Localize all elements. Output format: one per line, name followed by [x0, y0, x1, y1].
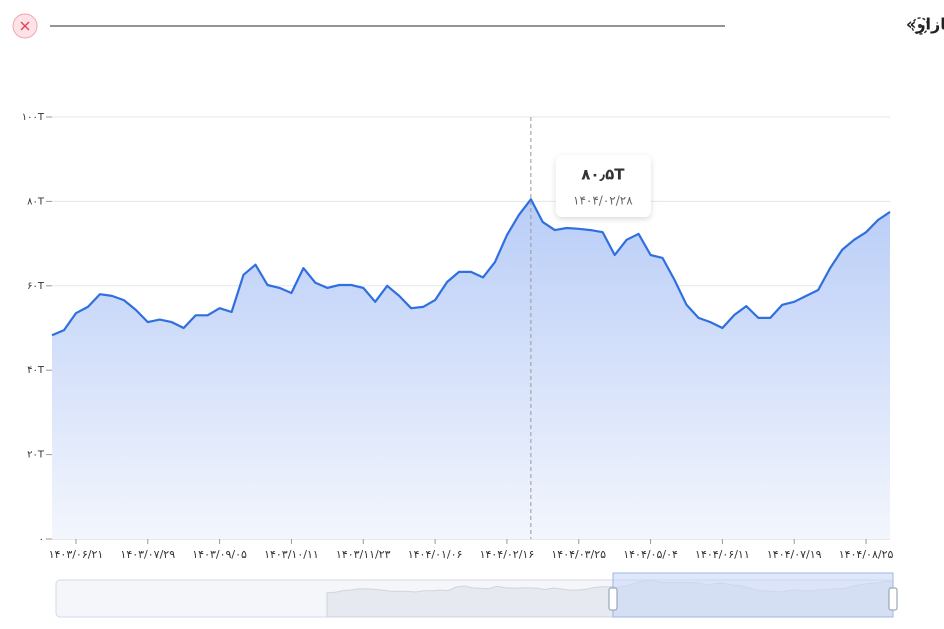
tooltip-box [555, 155, 651, 217]
x-tick-label: ۱۴۰۴/۰۳/۲۵ [551, 548, 606, 561]
x-tick-label: ۱۴۰۳/۱۰/۱۱ [264, 548, 319, 561]
y-tick-label: ۶۰T [27, 281, 45, 292]
x-tick-label: ۱۴۰۴/۰۲/۱۶ [480, 548, 535, 561]
navigator-selection[interactable] [612, 572, 894, 618]
x-tick-label: ۱۴۰۴/۰۷/۱۹ [767, 548, 822, 561]
history-icon [911, 17, 929, 35]
x-tick-label: ۱۴۰۴/۰۸/۲۵ [839, 548, 894, 561]
line [51, 198, 891, 337]
chart-title: تاریخچه «ارزش بازار» [906, 15, 944, 35]
x-tick-label: ۱۴۰۴/۰۱/۰۶ [408, 548, 463, 561]
close-button[interactable] [12, 13, 38, 39]
navigator-handle[interactable] [888, 587, 898, 611]
navigator-handle[interactable] [608, 587, 618, 611]
y-tick-label: ۲۰T [27, 450, 45, 461]
y-tick-label: ۱۰۰T [22, 112, 45, 123]
x-tick-label: ۱۴۰۴/۰۶/۱۱ [695, 548, 750, 561]
tooltip-value: ۸۰٫۵T [581, 166, 625, 184]
tooltip-date: ۱۴۰۴/۰۲/۲۸ [573, 194, 633, 208]
x-tick-label: ۱۴۰۴/۰۵/۰۴ [623, 548, 678, 561]
x-tick-label: ۱۴۰۳/۰۹/۰۵ [192, 548, 247, 561]
y-tick-label: ۸۰T [27, 196, 45, 207]
area [52, 199, 890, 540]
x-tick-label: ۱۴۰۳/۰۶/۲۱ [49, 548, 104, 561]
x-tick-label: ۱۴۰۳/۱۱/۲۳ [336, 548, 391, 561]
y-tick-label: ۴۰T [27, 365, 45, 376]
x-tick-label: ۱۴۰۳/۰۷/۲۹ [120, 548, 175, 561]
y-tick-label: ۰ [39, 534, 44, 545]
